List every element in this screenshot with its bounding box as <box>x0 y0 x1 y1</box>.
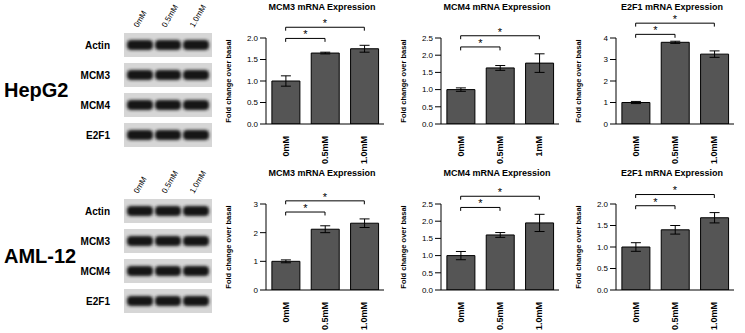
svg-text:1mM: 1mM <box>534 136 544 157</box>
svg-text:1.5: 1.5 <box>597 221 609 230</box>
svg-text:MCM3: MCM3 <box>81 70 111 81</box>
svg-text:1.0mM: 1.0mM <box>359 136 369 164</box>
svg-text:0.5mM: 0.5mM <box>495 136 505 164</box>
svg-text:0.5mM: 0.5mM <box>495 302 505 330</box>
svg-text:2.0: 2.0 <box>597 200 609 209</box>
svg-text:2: 2 <box>254 229 259 238</box>
svg-text:*: * <box>498 26 503 38</box>
svg-text:Fold change over basal: Fold change over basal <box>399 205 408 288</box>
svg-text:1.0mM: 1.0mM <box>709 302 719 330</box>
svg-text:0.5: 0.5 <box>597 264 609 273</box>
svg-text:*: * <box>303 202 308 214</box>
svg-text:0mM: 0mM <box>281 136 291 157</box>
svg-text:Actin: Actin <box>85 206 110 217</box>
svg-text:0.0: 0.0 <box>247 120 259 129</box>
svg-text:Fold change over basal: Fold change over basal <box>574 205 583 288</box>
svg-text:*: * <box>303 28 308 40</box>
svg-text:2: 2 <box>604 77 609 86</box>
svg-text:0.0: 0.0 <box>422 286 434 295</box>
svg-text:Fold change over basal: Fold change over basal <box>224 39 233 122</box>
svg-text:*: * <box>673 14 678 25</box>
svg-text:0.5mM: 0.5mM <box>320 302 330 330</box>
svg-text:1.0: 1.0 <box>247 77 259 86</box>
html-text:MCM3 mRNA Expression: MCM3 mRNA Expression <box>268 168 376 178</box>
svg-text:3: 3 <box>254 200 259 209</box>
svg-text:2.5: 2.5 <box>422 34 434 43</box>
svg-text:1.0mM: 1.0mM <box>359 302 369 330</box>
svg-text:0.0: 0.0 <box>422 120 434 129</box>
svg-text:1: 1 <box>254 257 259 266</box>
svg-text:*: * <box>323 191 328 203</box>
svg-text:0.5mM: 0.5mM <box>670 136 680 164</box>
svg-text:2.0: 2.0 <box>422 217 434 226</box>
svg-text:*: * <box>478 197 483 209</box>
svg-text:3: 3 <box>604 55 609 64</box>
svg-text:0.5mM: 0.5mM <box>670 302 680 330</box>
svg-text:Fold change over basal: Fold change over basal <box>224 205 233 288</box>
svg-text:2.5: 2.5 <box>422 200 434 209</box>
svg-text:MCM3: MCM3 <box>81 236 111 247</box>
svg-text:0.5: 0.5 <box>247 98 259 107</box>
svg-text:1.0mM: 1.0mM <box>188 169 208 195</box>
svg-text:0: 0 <box>254 286 259 295</box>
svg-text:0: 0 <box>604 120 609 129</box>
html-text:E2F1 mRNA Expression: E2F1 mRNA Expression <box>620 2 724 12</box>
svg-text:E2F1: E2F1 <box>86 130 110 141</box>
svg-text:0mM: 0mM <box>631 136 641 157</box>
svg-text:0mM: 0mM <box>132 175 149 195</box>
html-text:MCM4 mRNA Expression: MCM4 mRNA Expression <box>443 2 551 12</box>
svg-text:1.5: 1.5 <box>247 55 259 64</box>
svg-text:1.5: 1.5 <box>422 234 434 243</box>
svg-text:HepG2: HepG2 <box>4 79 68 101</box>
svg-text:1.5: 1.5 <box>422 68 434 77</box>
svg-text:0.5mM: 0.5mM <box>160 169 180 195</box>
svg-text:1.0: 1.0 <box>597 243 609 252</box>
svg-text:2.0: 2.0 <box>247 34 259 43</box>
svg-text:0.5: 0.5 <box>422 269 434 278</box>
html-text:MCM3 mRNA Expression: MCM3 mRNA Expression <box>268 2 376 12</box>
svg-text:1: 1 <box>604 98 609 107</box>
svg-text:MCM4: MCM4 <box>81 266 111 277</box>
svg-text:*: * <box>498 186 503 198</box>
svg-text:MCM4: MCM4 <box>81 100 111 111</box>
svg-text:E2F1: E2F1 <box>86 296 110 307</box>
svg-text:0mM: 0mM <box>132 9 149 29</box>
svg-text:1.0mM: 1.0mM <box>534 302 544 330</box>
svg-text:1.0: 1.0 <box>422 251 434 260</box>
svg-text:Fold change over basal: Fold change over basal <box>399 39 408 122</box>
svg-text:1.0mM: 1.0mM <box>188 3 208 29</box>
svg-text:0.5mM: 0.5mM <box>160 3 180 29</box>
svg-text:AML-12: AML-12 <box>4 245 76 267</box>
svg-text:1.0: 1.0 <box>422 85 434 94</box>
svg-text:0.0: 0.0 <box>597 286 609 295</box>
html-text:MCM4 mRNA Expression: MCM4 mRNA Expression <box>443 168 551 178</box>
svg-text:*: * <box>653 196 658 208</box>
svg-text:2.0: 2.0 <box>422 51 434 60</box>
svg-text:0mM: 0mM <box>631 302 641 323</box>
svg-text:0mM: 0mM <box>456 136 466 157</box>
svg-text:1.0mM: 1.0mM <box>709 136 719 164</box>
svg-text:*: * <box>673 184 678 196</box>
html-text:E2F1 mRNA Expression: E2F1 mRNA Expression <box>620 168 724 178</box>
svg-text:0mM: 0mM <box>281 302 291 323</box>
svg-text:0.5: 0.5 <box>422 103 434 112</box>
svg-text:Fold change over basal: Fold change over basal <box>574 39 583 122</box>
svg-text:0mM: 0mM <box>456 302 466 323</box>
svg-text:Actin: Actin <box>85 40 110 51</box>
svg-text:*: * <box>323 17 328 29</box>
svg-text:0.5mM: 0.5mM <box>320 136 330 164</box>
svg-text:*: * <box>653 24 658 36</box>
svg-text:4: 4 <box>604 34 609 43</box>
svg-text:*: * <box>478 37 483 49</box>
